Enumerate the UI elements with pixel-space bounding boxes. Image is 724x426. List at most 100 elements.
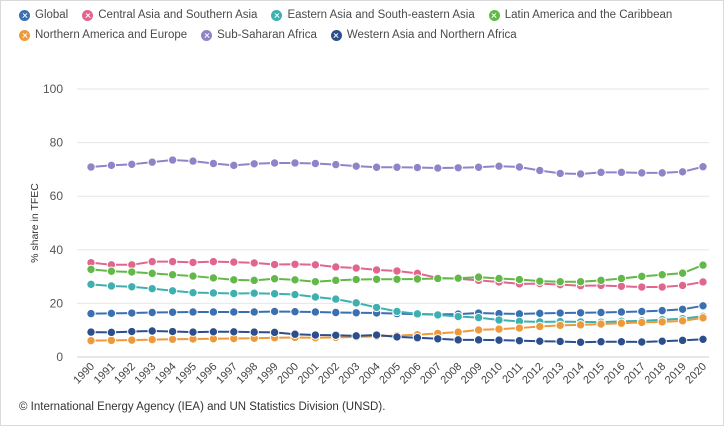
data-point bbox=[535, 321, 545, 332]
data-point bbox=[249, 307, 259, 317]
data-point bbox=[637, 271, 647, 282]
data-point bbox=[269, 274, 280, 284]
data-point bbox=[147, 307, 157, 318]
legend-label: Global bbox=[35, 9, 69, 21]
data-point bbox=[127, 282, 137, 292]
x-tick-label: 2006 bbox=[398, 361, 424, 387]
data-point bbox=[106, 327, 117, 338]
data-point bbox=[290, 259, 300, 269]
data-point bbox=[535, 165, 545, 176]
x-tick-label: 2005 bbox=[377, 361, 403, 387]
data-point bbox=[147, 283, 157, 294]
data-point bbox=[188, 287, 198, 298]
data-point bbox=[555, 276, 565, 287]
x-tick-label: 2007 bbox=[418, 361, 444, 387]
data-point bbox=[392, 332, 402, 342]
data-point bbox=[351, 161, 361, 171]
data-point bbox=[269, 158, 280, 168]
data-point bbox=[208, 288, 219, 298]
data-point bbox=[229, 275, 239, 285]
legend-marker-icon bbox=[271, 10, 283, 21]
legend-item[interactable]: Sub-Saharan Africa bbox=[201, 27, 317, 44]
legend-item[interactable]: Eastern Asia and South-eastern Asia bbox=[271, 7, 475, 24]
data-point bbox=[677, 268, 688, 278]
x-tick-label: 2000 bbox=[275, 361, 301, 387]
data-point bbox=[229, 160, 239, 171]
data-point bbox=[473, 312, 484, 323]
data-point bbox=[494, 161, 504, 171]
data-point bbox=[575, 308, 586, 318]
legend-item[interactable]: Central Asia and Southern Asia bbox=[82, 7, 257, 24]
data-point bbox=[657, 168, 667, 178]
y-tick-label: 100 bbox=[43, 82, 63, 96]
data-point bbox=[494, 324, 504, 334]
x-tick-label: 2010 bbox=[479, 361, 505, 387]
data-point bbox=[351, 308, 361, 318]
legend-label: Sub-Saharan Africa bbox=[217, 29, 317, 41]
data-point bbox=[412, 309, 423, 319]
data-point bbox=[473, 162, 484, 172]
data-point bbox=[657, 336, 667, 346]
legend-marker-icon bbox=[82, 10, 94, 21]
data-point bbox=[269, 259, 280, 270]
data-point bbox=[351, 274, 361, 285]
data-point bbox=[412, 162, 423, 173]
data-point bbox=[167, 270, 178, 280]
chart-legend: Global Central Asia and Southern Asia East… bbox=[19, 7, 709, 47]
data-point bbox=[535, 336, 545, 346]
data-point bbox=[351, 263, 361, 273]
legend-item[interactable]: Northern America and Europe bbox=[19, 27, 187, 44]
data-point bbox=[616, 318, 627, 328]
data-point bbox=[208, 327, 219, 337]
legend-marker-icon bbox=[330, 30, 342, 41]
data-point bbox=[147, 334, 157, 345]
x-tick-label: 2008 bbox=[439, 361, 465, 387]
data-point bbox=[310, 158, 321, 169]
legend-item[interactable]: Global bbox=[19, 7, 68, 24]
data-point bbox=[677, 280, 688, 291]
source-note: © International Energy Agency (IEA) and … bbox=[19, 401, 386, 413]
data-point bbox=[698, 277, 708, 287]
legend-marker-icon bbox=[19, 30, 30, 41]
data-point bbox=[473, 325, 484, 335]
y-tick-label: 20 bbox=[50, 296, 64, 310]
x-tick-label: 2020 bbox=[683, 361, 709, 387]
data-point bbox=[453, 163, 463, 173]
data-point bbox=[392, 266, 402, 276]
data-point bbox=[351, 298, 361, 308]
data-point bbox=[657, 305, 667, 316]
x-tick-label: 2013 bbox=[541, 361, 567, 387]
data-point bbox=[290, 158, 300, 168]
data-point bbox=[310, 330, 321, 340]
x-tick-label: 2011 bbox=[500, 361, 525, 386]
data-point bbox=[147, 268, 157, 279]
y-tick-label: 40 bbox=[50, 243, 64, 257]
x-tick-label: 1999 bbox=[255, 361, 281, 387]
data-point bbox=[596, 337, 606, 347]
data-point bbox=[575, 337, 586, 347]
x-tick-label: 2004 bbox=[357, 361, 383, 387]
data-point bbox=[208, 158, 219, 169]
data-point bbox=[147, 326, 157, 336]
data-point bbox=[249, 327, 259, 337]
data-point bbox=[596, 275, 606, 286]
legend-item[interactable]: Western Asia and Northern Africa bbox=[330, 27, 517, 44]
data-point bbox=[412, 274, 423, 284]
data-point bbox=[229, 327, 239, 337]
data-point bbox=[555, 168, 565, 179]
data-point bbox=[331, 330, 341, 340]
data-point bbox=[310, 260, 321, 270]
data-point bbox=[331, 307, 341, 318]
data-point bbox=[167, 256, 178, 267]
y-axis-label: % share in TFEC bbox=[29, 183, 41, 263]
data-point bbox=[555, 320, 565, 331]
data-point bbox=[677, 316, 688, 326]
data-point bbox=[596, 167, 606, 178]
data-point bbox=[269, 327, 280, 338]
legend-item[interactable]: Latin America and the Caribbean bbox=[488, 7, 672, 24]
data-point bbox=[555, 308, 565, 318]
y-tick-label: 80 bbox=[50, 136, 64, 150]
data-point bbox=[106, 335, 117, 346]
x-tick-label: 1995 bbox=[173, 361, 199, 387]
